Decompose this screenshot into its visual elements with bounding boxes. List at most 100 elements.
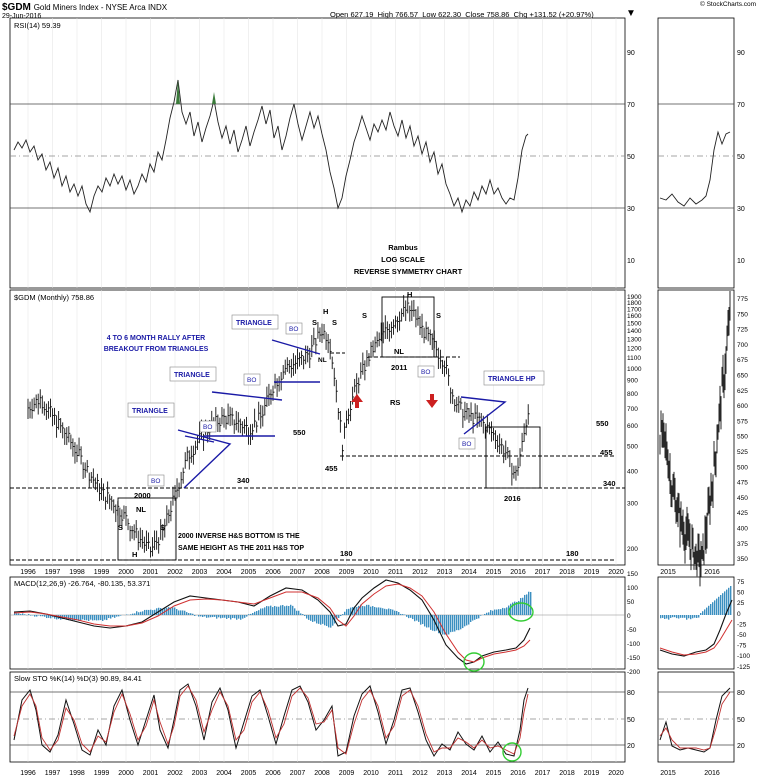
macd-hist-bar-496 (496, 609, 498, 615)
macd-hist-bar-238 (238, 615, 240, 619)
macd-hist-bar-478 (478, 615, 480, 619)
macd-hist-bar-258 (258, 610, 260, 615)
macd-hist-bar-42 (42, 615, 44, 617)
sto-k-line (13, 683, 529, 757)
macd-hist-bar-256 (256, 611, 258, 615)
macd-hist-bar-366 (366, 604, 368, 615)
bo-label-2: BO (203, 424, 212, 431)
macd-hist-bar-484 (484, 613, 486, 615)
settings-icon[interactable]: ▼ (626, 8, 636, 19)
small-price-tick-475: 475 (737, 480, 748, 487)
high-value: 766.57 (395, 10, 419, 19)
macd-hist-bar-430 (430, 615, 432, 630)
small-macd-hist-bar-5 (670, 615, 672, 618)
small-sto-axis-labels: 80 50 20 (737, 690, 745, 750)
macd-hist-bar-120 (120, 615, 122, 616)
rsi-line (13, 79, 529, 214)
small-price-tick-425: 425 (737, 510, 748, 517)
small-price-tick-500: 500 (737, 464, 748, 471)
small-sto-tick-80: 80 (737, 690, 745, 697)
bo-box-2 (199, 420, 217, 433)
macd-hist-bar-242 (242, 615, 244, 619)
price-tick-1700: 1700 (627, 306, 642, 313)
s-2007-left: S (312, 318, 317, 327)
small-macd-hist-bar-4 (668, 615, 670, 620)
macd-hist-bar-330 (330, 615, 332, 628)
macd-hist-bar-82 (82, 615, 84, 620)
macd-hist-bar-160 (160, 608, 162, 615)
x-tick-label-bottom-2007: 2007 (290, 770, 306, 777)
macd-hist-bar-112 (112, 615, 114, 618)
level-550-label-right: 550 (596, 419, 609, 428)
macd-hist-bar-510 (510, 603, 512, 615)
chart-title-block: Rambus LOG SCALE REVERSE SYMMETRY CHART (354, 243, 463, 276)
macd-hist-bar-324 (324, 615, 326, 626)
macd-hist-bar-442 (442, 615, 444, 635)
x-tick-label-2020: 2020 (608, 569, 624, 576)
level-455-label-left: 455 (325, 464, 338, 473)
macd-hist-bar-354 (354, 606, 356, 615)
macd-hist-bar-400 (400, 613, 402, 615)
pattern-boxes (117, 296, 541, 561)
macd-hist-bar-278 (278, 606, 280, 615)
symbol: $GDM (2, 2, 31, 13)
x-tick-label-bottom-1997: 1997 (45, 770, 61, 777)
macd-hist-bar-200 (200, 615, 202, 617)
price-tick-200: 200 (627, 546, 638, 553)
small-sto-tick-50: 50 (737, 717, 745, 724)
x-tick-label-1999: 1999 (94, 569, 110, 576)
s-2007-right: S (332, 318, 337, 327)
macd-hist-bar-76 (76, 615, 78, 621)
sto-tick-50: 50 (627, 717, 635, 724)
small-macd-hist-bar-11 (682, 615, 684, 618)
small-macd-tick-75: 75 (737, 579, 745, 586)
small-macd-tick--50: -50 (737, 632, 747, 639)
macd-hist-bar-328 (328, 615, 330, 628)
x-tick-label-bottom-2006: 2006 (265, 770, 281, 777)
rsi-axis-labels: 90 70 50 30 10 (627, 50, 635, 265)
rs-label: RS (390, 398, 400, 407)
macd-hist-bar-386 (386, 609, 388, 615)
macd-hist-bar-310 (310, 615, 312, 621)
macd-hist-bar-274 (274, 605, 276, 615)
macd-hist-bar-424 (424, 615, 426, 627)
year-2016-label: 2016 (504, 494, 521, 503)
macd-hist-bar-134 (134, 613, 136, 615)
x-tick-label-bottom-2016: 2016 (510, 770, 526, 777)
triangle-hp-label-box (483, 370, 545, 386)
nl-2011: NL (394, 347, 404, 356)
small-x-tick-bottom-2016: 2016 (704, 770, 720, 777)
box-2000 (117, 497, 177, 561)
macd-hist-bar-138 (138, 612, 140, 615)
macd-hist-bar-460 (460, 615, 462, 630)
macd-hist-bar-174 (174, 607, 176, 615)
macd-hist-bar-480 (480, 615, 482, 616)
small-rsi-frame (657, 17, 735, 289)
macd-hist-bar-384 (384, 608, 386, 615)
small-macd-hist-bar-19 (698, 615, 700, 618)
x-tick-label-2012: 2012 (412, 569, 428, 576)
small-macd-hist-bar-30 (720, 595, 722, 615)
small-price-bars (659, 291, 731, 587)
small-macd-tick--25: -25 (737, 621, 747, 628)
macd-hist-bar-322 (322, 615, 324, 624)
macd-hist-bar-126 (126, 614, 128, 615)
chart-date: 29-Jun-2016 (2, 13, 42, 20)
x-tick-label-bottom-2004: 2004 (216, 770, 232, 777)
small-macd-hist-bar-22 (704, 609, 706, 615)
panel-frames (9, 17, 735, 763)
bo-box-6 (458, 437, 476, 450)
bottom-note-line-1: 2000 INVERSE H&S BOTTOM IS THE (178, 533, 300, 540)
sto-d-line (13, 685, 529, 755)
low-value: 622.30 (438, 10, 462, 19)
macd-hist-bar-130 (130, 614, 132, 615)
year-gridlines (27, 18, 617, 762)
macd-hist-bar-98 (98, 615, 100, 621)
small-macd-hist-bar-10 (680, 615, 682, 618)
macd-hist-bar-292 (292, 605, 294, 615)
rally-note: 4 TO 6 MONTH RALLY AFTER BREAKOUT FROM T… (104, 335, 209, 353)
macd-hist-bar-216 (216, 615, 218, 619)
macd-hist-bar-506 (506, 607, 508, 615)
macd-hist-bar-48 (48, 615, 50, 618)
macd-hist-bar-108 (108, 615, 110, 619)
